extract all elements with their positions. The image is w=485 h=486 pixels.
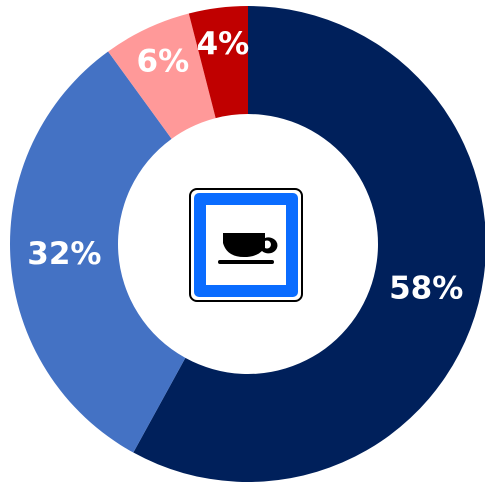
donut-segment [188,6,248,119]
data-label: 6% [137,44,190,80]
donut-segment [133,6,485,482]
saucer [218,260,274,264]
cup [223,233,278,257]
donut [9,6,485,482]
donut-segment [108,13,216,139]
center-icon [189,188,303,302]
data-label: 32% [27,236,101,272]
data-label: 4% [197,26,250,62]
donut-segment [9,51,186,453]
data-label: 58% [389,270,463,306]
